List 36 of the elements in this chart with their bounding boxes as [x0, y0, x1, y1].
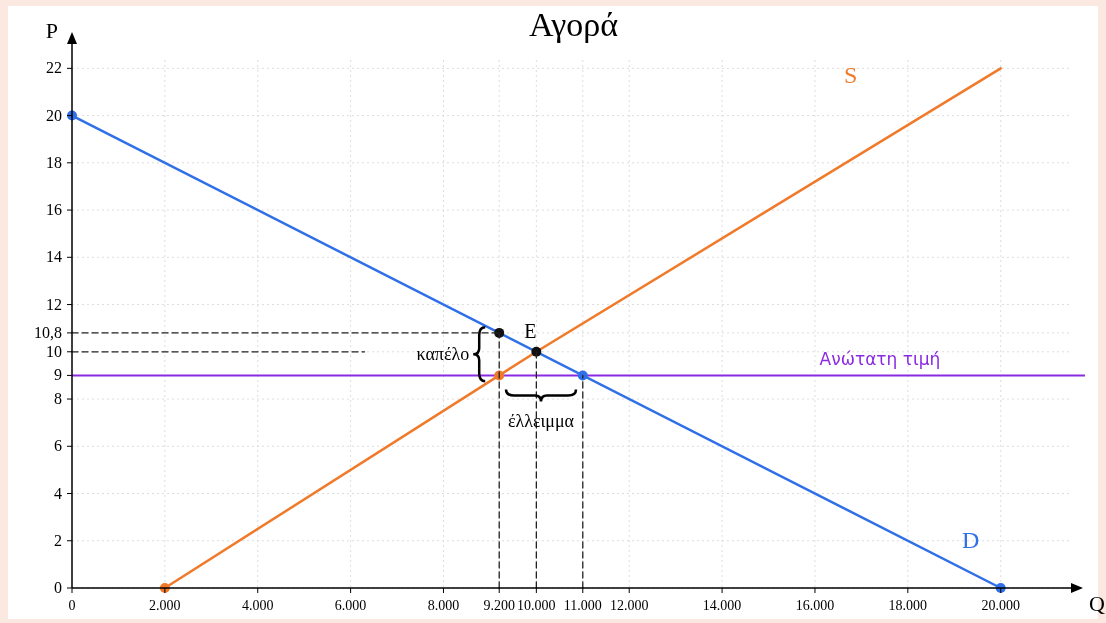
y-tick-label: 6 [54, 437, 62, 455]
y-tick-label: 4 [54, 484, 62, 502]
y-tick-label: 8 [54, 390, 62, 408]
x-tick-label: 16.000 [795, 598, 835, 613]
chart-title: Αγορά [528, 6, 619, 43]
x-tick-label: 2.000 [149, 598, 181, 613]
x-tick-label: 10.000 [517, 598, 556, 613]
y-axis-title: P [45, 18, 58, 43]
x-tick-label: 12.000 [609, 598, 649, 613]
y-tick-label: 0 [54, 579, 62, 596]
y-tick-label: 18 [46, 153, 62, 171]
y-tick-label: 9 [54, 366, 62, 384]
y-tick-label: 12 [46, 295, 62, 313]
y-tick-label: 10,8 [34, 323, 62, 341]
x-tick-label: 8.000 [427, 598, 460, 613]
x-tick-label: 0 [68, 598, 76, 613]
y-tick-label: 22 [46, 59, 62, 77]
annotation: καπέλο [416, 344, 470, 365]
y-tick-label: 16 [46, 201, 62, 219]
annotation: E [524, 319, 537, 342]
x-axis-title: Q [1089, 591, 1105, 616]
x-tick-label: 9.200 [483, 598, 515, 613]
x-tick-label: 11.000 [563, 598, 602, 613]
y-tick-label: 2 [54, 531, 62, 549]
y-tick-label: 20 [46, 106, 62, 124]
x-tick-label: 14.000 [702, 598, 742, 613]
x-tick-label: 18.000 [888, 598, 928, 613]
x-tick-label: 20.000 [981, 598, 1020, 613]
x-tick-label: 6.000 [334, 598, 367, 613]
text: S [844, 62, 858, 89]
annotation: έλλειμμα [507, 411, 575, 432]
x-tick-label: 4.000 [241, 598, 274, 613]
ref-line-label: Ανώτατη τιμή [819, 349, 941, 370]
series-label: D [962, 527, 980, 553]
y-tick-label: 10 [46, 342, 62, 360]
y-tick-label: 14 [46, 248, 62, 266]
